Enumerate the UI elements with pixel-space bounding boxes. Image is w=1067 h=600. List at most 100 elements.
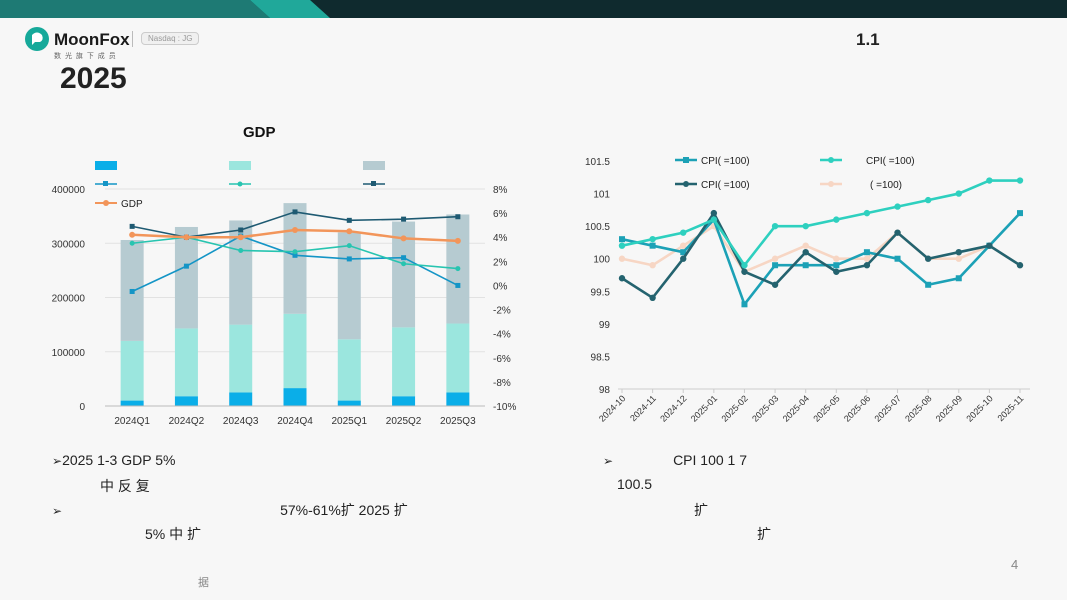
series-point xyxy=(1016,177,1024,184)
series-point xyxy=(833,255,840,262)
y2-tick-label: 8% xyxy=(493,185,508,196)
x-tick-label: 2025Q1 xyxy=(331,416,367,427)
series-point xyxy=(680,255,687,262)
y2-tick-label: 4% xyxy=(493,233,508,244)
series-point xyxy=(346,217,352,223)
legend-label: CPI( =100) xyxy=(701,180,750,191)
x-tick-label: 2024-10 xyxy=(597,393,627,423)
y-tick-label: 300000 xyxy=(52,239,86,250)
bar-segment xyxy=(174,396,198,406)
x-tick-label: 2025Q3 xyxy=(440,416,476,427)
bullet-left-2-cont: 5% 中 扩 xyxy=(145,526,202,542)
logo-divider xyxy=(132,31,133,47)
series-point xyxy=(894,203,901,210)
y2-tick-label: -8% xyxy=(493,378,511,389)
series-point xyxy=(649,262,656,269)
gdp-chart: GDP GDP 400000 300000 200000 100000 0 8% 6% 4% 2… xyxy=(52,124,517,427)
bullet-right-1-cont: 100.5 xyxy=(617,476,653,492)
series-point xyxy=(955,255,962,262)
y-tick-label: 100 xyxy=(593,255,610,266)
top-banner xyxy=(0,0,1067,18)
series-point xyxy=(237,234,244,241)
x-tick-label: 2024Q3 xyxy=(223,416,259,427)
x-tick-label: 2024Q2 xyxy=(169,416,205,427)
series-point xyxy=(863,262,871,269)
x-tick-label: 2024Q4 xyxy=(277,416,313,427)
logo-subtitle: 数 光 旗 下 成 员 xyxy=(54,53,117,60)
series-point xyxy=(346,228,353,235)
series-point xyxy=(955,275,962,282)
legend-line-gdp xyxy=(95,200,117,206)
series-point xyxy=(986,177,993,184)
series-point xyxy=(863,255,871,262)
x-tick-label: 2025-03 xyxy=(750,393,780,423)
x-tick-label: 2025Q2 xyxy=(386,416,422,427)
legend-label: CPI( =100) xyxy=(866,156,915,167)
series-point xyxy=(1017,210,1023,217)
bar-segment xyxy=(174,328,198,397)
legend-swatch-bar3 xyxy=(363,161,385,170)
series-point xyxy=(680,242,687,249)
series-point xyxy=(925,281,932,288)
legend-marker xyxy=(828,157,834,163)
x-tick-label: 2025-02 xyxy=(719,393,749,423)
y2-tick-label: -2% xyxy=(493,306,511,317)
series-point xyxy=(710,216,718,223)
footer-source: 据 xyxy=(198,577,209,589)
y-tick-label: 0 xyxy=(79,402,85,413)
series-point xyxy=(238,227,244,233)
bar-segment xyxy=(174,226,198,329)
series-point xyxy=(833,216,840,223)
x-tick-label: 2025-08 xyxy=(903,393,933,423)
series-point xyxy=(772,262,779,269)
legend-line-navy xyxy=(363,181,385,186)
series-point xyxy=(802,222,809,230)
series-point xyxy=(346,256,352,262)
bullet-left-1: ➢2025 1-3 GDP 5% xyxy=(52,452,176,468)
y2-tick-label: -10% xyxy=(493,402,516,413)
series-point xyxy=(618,242,626,249)
series-line xyxy=(621,210,1021,300)
series-point xyxy=(1016,262,1024,269)
series-point xyxy=(741,301,748,308)
legend-marker xyxy=(683,157,689,163)
series-line xyxy=(621,224,1021,274)
legend-swatch-bar2 xyxy=(229,161,251,170)
y2-tick-label: -4% xyxy=(493,330,511,341)
legend-line-blue xyxy=(95,181,117,186)
legend-line-teal xyxy=(229,181,251,187)
x-tick-label: 2024Q1 xyxy=(114,416,150,427)
series-point xyxy=(741,262,748,269)
series-point xyxy=(802,242,809,249)
y-tick-label: 200000 xyxy=(52,294,86,305)
legend-label: CPI( =100) xyxy=(701,156,750,167)
y2-tick-label: -6% xyxy=(493,354,511,365)
y-tick-label: 98.5 xyxy=(591,352,611,363)
series-point xyxy=(802,262,809,269)
series-point xyxy=(924,196,932,204)
x-tick-label: 2025-01 xyxy=(689,393,719,423)
logo-name: MoonFox xyxy=(54,30,130,49)
series-point xyxy=(924,255,932,262)
series-point xyxy=(238,247,244,253)
series-point xyxy=(129,223,135,229)
x-tick-label: 2025-09 xyxy=(934,393,964,423)
series-point xyxy=(292,249,298,255)
y-tick-label: 99.5 xyxy=(591,287,611,298)
series-point xyxy=(710,209,718,217)
bar-segment xyxy=(283,203,307,314)
series-point xyxy=(129,231,136,238)
series-point xyxy=(955,190,962,197)
series-point xyxy=(771,281,779,288)
series-line xyxy=(621,212,1021,307)
series-point xyxy=(649,235,656,243)
bar-segment xyxy=(392,327,416,397)
nasdaq-badge: Nasdaq : JG xyxy=(141,32,200,45)
series-point xyxy=(455,214,461,220)
y-tick-label: 101.5 xyxy=(585,157,610,168)
series-point xyxy=(649,242,656,249)
series-point xyxy=(986,242,993,249)
series-point xyxy=(292,252,298,258)
bar-segment xyxy=(229,324,253,393)
series-point xyxy=(401,261,407,267)
